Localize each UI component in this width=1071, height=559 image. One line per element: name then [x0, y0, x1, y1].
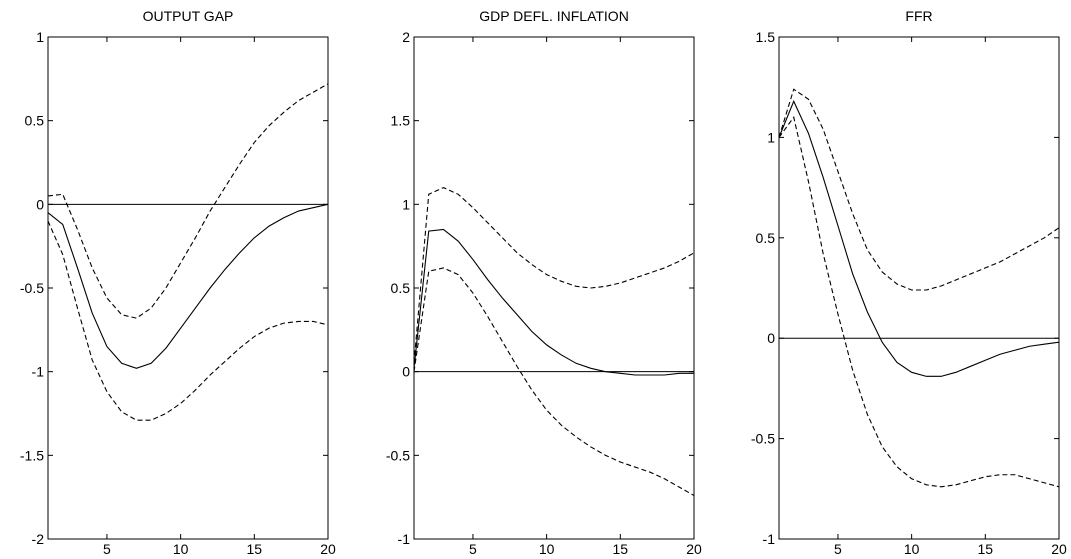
response-line-2 — [413, 228, 694, 376]
plot-frame — [778, 36, 1060, 540]
y-tick-label: -1.5 — [20, 447, 44, 463]
plot-frame — [413, 36, 695, 540]
band-line-3 — [47, 220, 329, 421]
plot-frame — [47, 36, 329, 540]
panel-2: GDP DEFL. INFLATION -1 -0.5 0 0.5 1 1.5 2 5 10 15 2… — [386, 8, 702, 557]
y-tick-label: -1 — [763, 531, 776, 547]
panel-title: GDP DEFL. INFLATION — [479, 8, 629, 24]
y-tick-label: -2 — [32, 531, 45, 547]
band-line-1 — [413, 186, 695, 364]
y-tick-label: 1.5 — [756, 29, 776, 45]
panel-title: OUTPUT GAP — [143, 8, 234, 24]
y-tick-label: -1 — [32, 364, 45, 380]
y-tick-label: -0.5 — [751, 431, 775, 447]
y-tick-label: 1 — [402, 196, 410, 212]
band-line-3 — [413, 267, 695, 496]
y-tick-label: 1.5 — [391, 113, 411, 129]
y-tick-label: 0.5 — [25, 113, 45, 129]
x-tick-label: 20 — [320, 541, 336, 557]
y-tick-label: 0 — [402, 364, 410, 380]
response-line-2 — [778, 99, 1060, 377]
x-tick-label: 15 — [978, 541, 994, 557]
band-line-3 — [778, 116, 1060, 488]
y-tick-label: -1 — [398, 531, 411, 547]
y-tick-label: 2 — [402, 29, 410, 45]
panel-3: FFR -1 -0.5 0 0.5 1 1.5 5 10 15 20 — [751, 8, 1067, 557]
x-tick-label: 20 — [1051, 541, 1067, 557]
x-tick-label: 15 — [247, 541, 263, 557]
x-tick-label: 5 — [834, 541, 842, 557]
x-tick-label: 15 — [613, 541, 629, 557]
panel-title: FFR — [905, 8, 932, 24]
panel-1: OUTPUT GAP-2-1.5-1-0.500.515 10 15 20 — [20, 8, 336, 557]
response-line-2 — [47, 203, 329, 369]
band-line-1 — [778, 88, 1060, 291]
x-tick-label: 10 — [539, 541, 555, 557]
y-tick-label: 0.5 — [391, 280, 411, 296]
y-tick-label: 1 — [36, 29, 44, 45]
x-tick-label: 20 — [686, 541, 702, 557]
y-tick-label: -0.5 — [20, 280, 44, 296]
x-tick-label: 5 — [103, 541, 111, 557]
x-tick-label: 10 — [904, 541, 920, 557]
y-tick-label: 0.5 — [756, 230, 776, 246]
band-line-1 — [47, 83, 329, 319]
x-tick-label: 10 — [173, 541, 189, 557]
y-tick-label: 1 — [767, 129, 775, 145]
y-tick-label: 0 — [767, 330, 775, 346]
y-tick-label: 0 — [36, 196, 44, 212]
y-tick-label: -0.5 — [386, 447, 410, 463]
x-tick-label: 5 — [469, 541, 477, 557]
